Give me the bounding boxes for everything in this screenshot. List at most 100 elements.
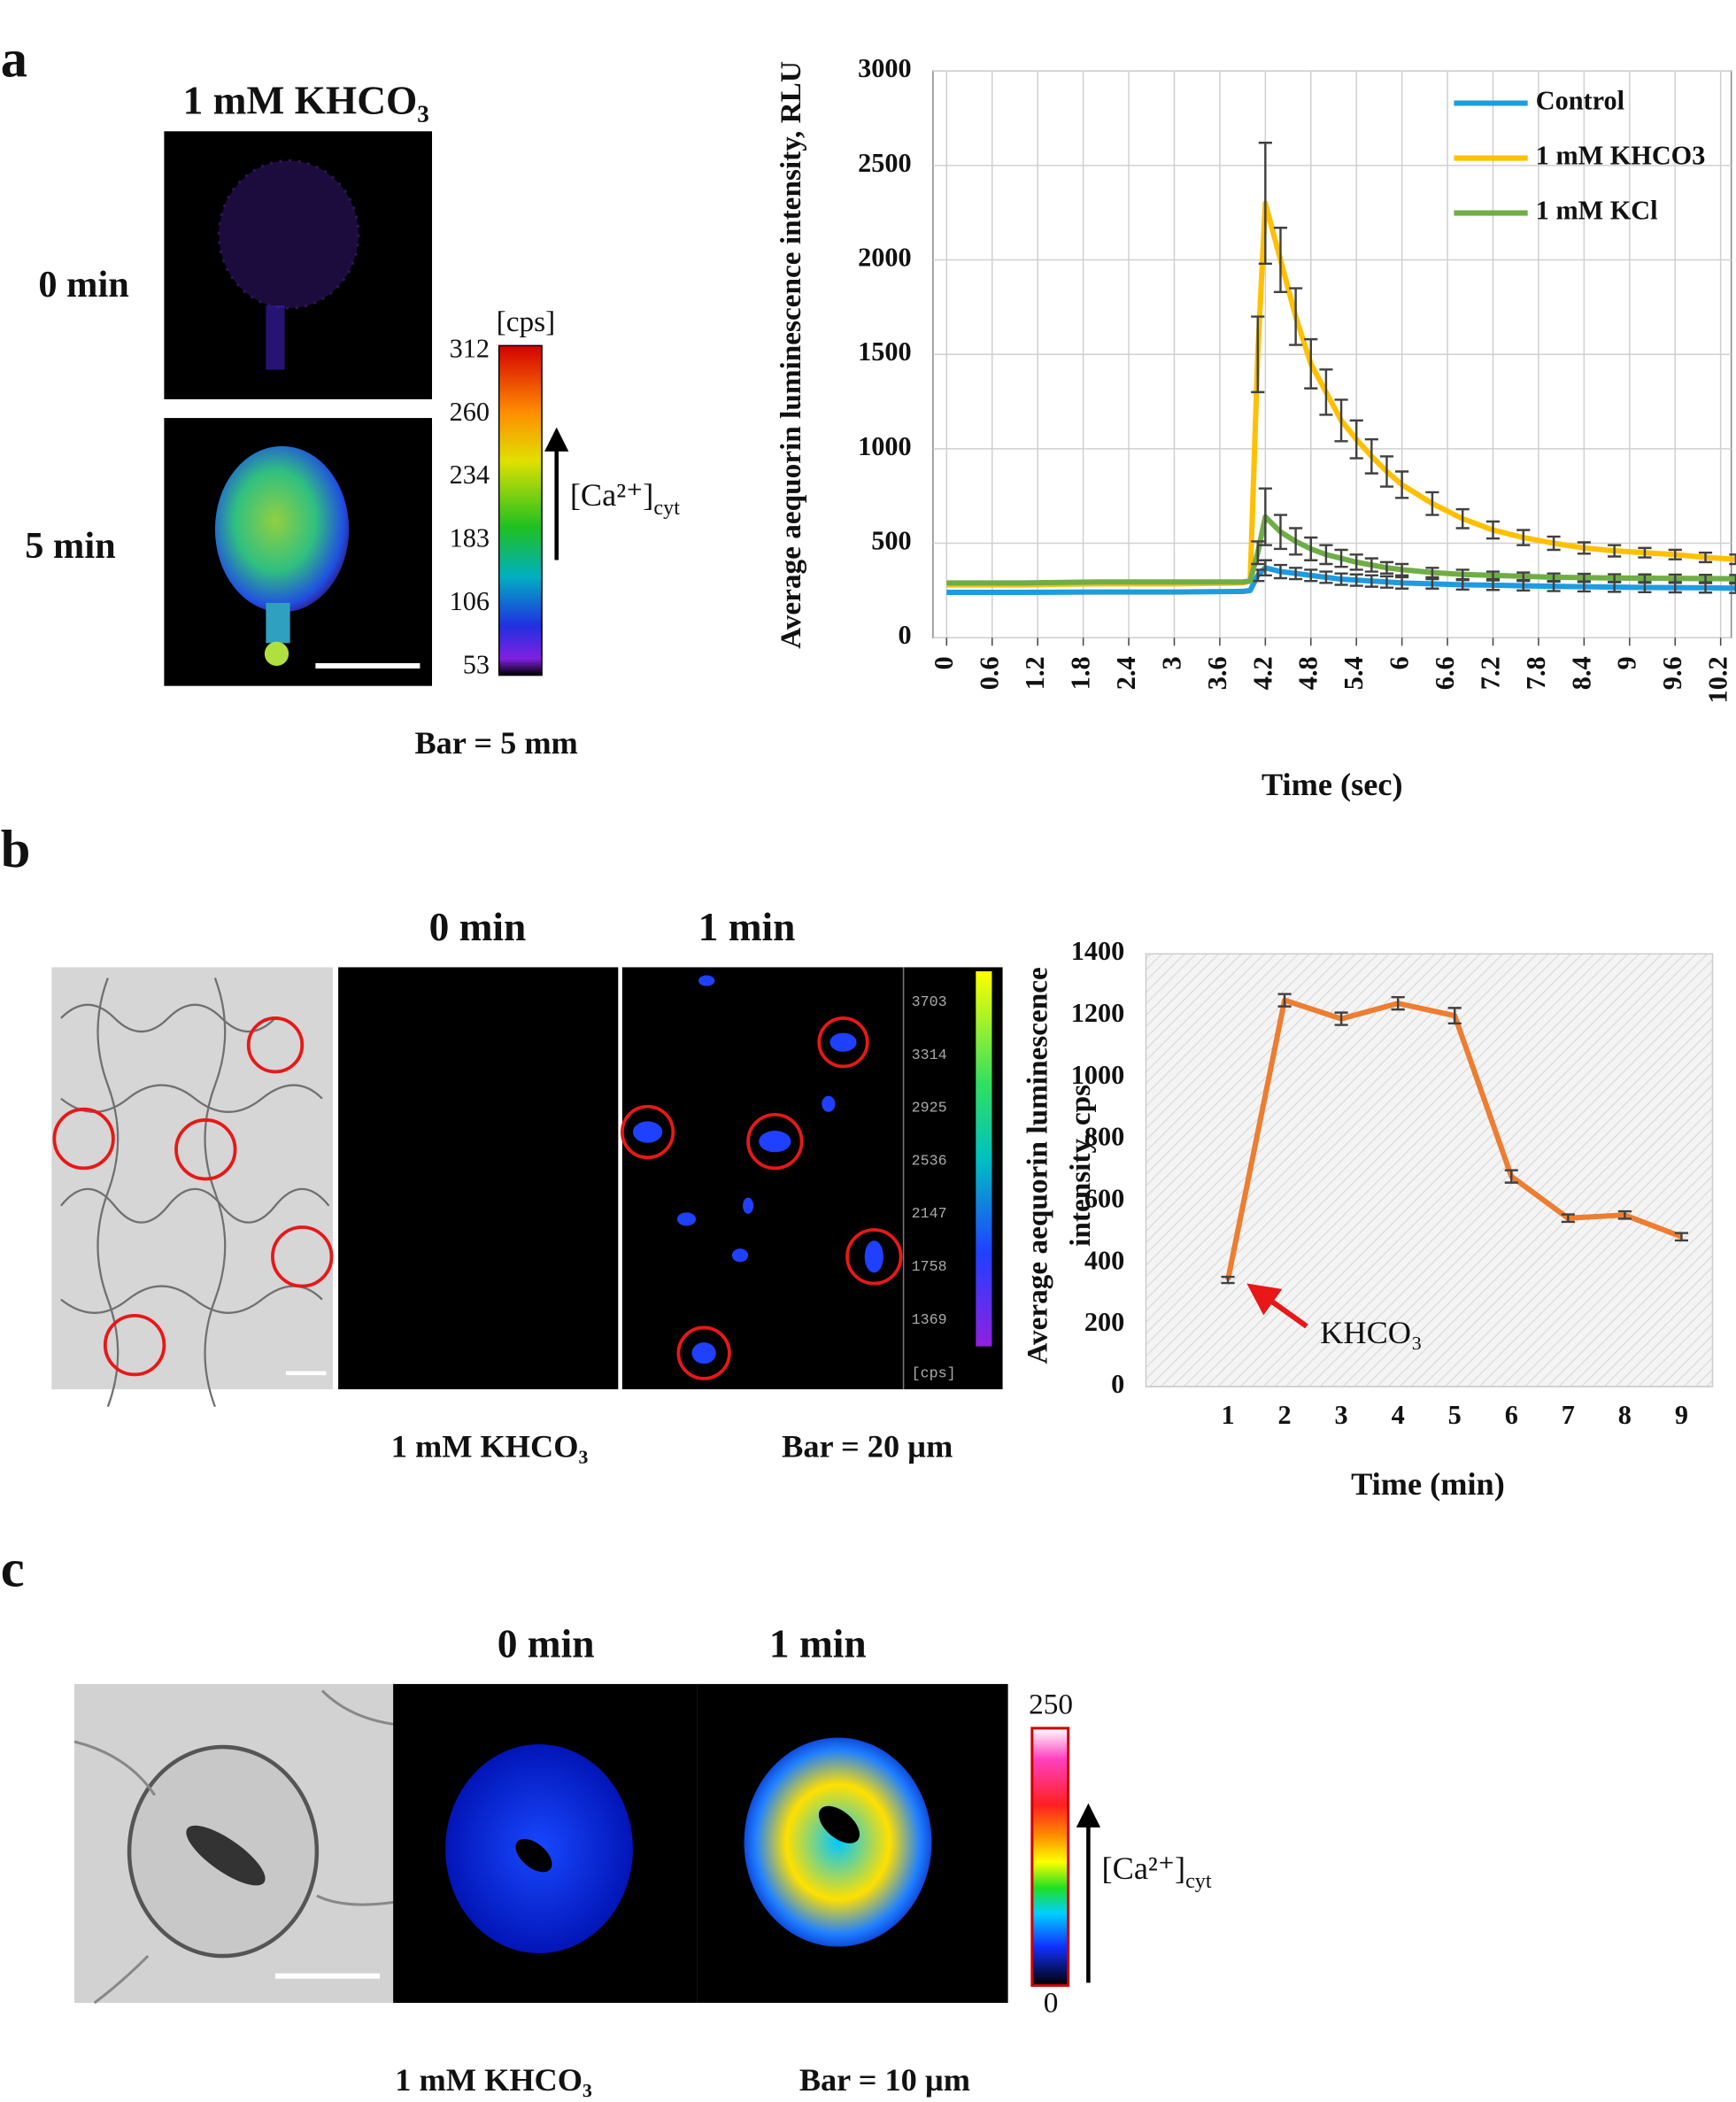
error-bar (1349, 419, 1363, 460)
colorbar-ticks: 3703 3314 2925 2536 2147 1758 1369 (912, 993, 947, 1328)
error-bar (1425, 567, 1439, 579)
error-bar (1304, 337, 1318, 390)
y-tick-label: 400 (1084, 1245, 1124, 1275)
colorbar-unit: [cps] (497, 305, 556, 338)
error-bar (1608, 544, 1622, 558)
pore (186, 1825, 266, 1886)
legend-label: 1 mM KCl (1536, 196, 1658, 226)
ca-main: [Ca²⁺] (570, 477, 654, 513)
colorbar-ticks: 312 260 234 183 106 53 (450, 333, 490, 679)
error-bar (1504, 1169, 1518, 1184)
colorbar-tick: 1758 (912, 1258, 947, 1275)
colorbar-tick: 2925 (912, 1100, 947, 1117)
error-bar (1334, 398, 1348, 443)
error-bar (1485, 570, 1501, 581)
error-bar (1334, 1011, 1348, 1026)
ca-sub: cyt (1185, 1868, 1212, 1892)
x-tick-label: 1 (1221, 1400, 1234, 1430)
column-label: 1 min (769, 1621, 867, 1665)
error-bar (1258, 559, 1272, 577)
colorbar-tick: 260 (450, 397, 490, 427)
x-tick-label: 8.4 (1566, 656, 1596, 690)
petiole-faint (266, 305, 285, 370)
error-bar (1277, 993, 1292, 1008)
error-bar (1561, 1213, 1575, 1224)
error-bar (1455, 507, 1470, 529)
y-tick-label: 3000 (858, 53, 912, 83)
row-label: 0 min (38, 264, 128, 305)
y-tick-label: 0 (899, 620, 912, 650)
error-bar (1289, 287, 1303, 346)
series-line (946, 514, 1736, 586)
x-axis-label: Time (sec) (1261, 767, 1403, 802)
column-label: 0 min (498, 1621, 595, 1665)
error-bar (1289, 567, 1303, 581)
treatment-label: 1 mM KHCO₃ (395, 2062, 592, 2098)
brightfield (51, 967, 334, 1390)
panel-label: b (1, 820, 31, 879)
error-bar (1608, 573, 1622, 583)
error-bar (1251, 540, 1265, 566)
error-bar (1304, 568, 1318, 583)
scale-label: Bar = 20 µm (782, 1428, 953, 1464)
error-bar (1273, 227, 1288, 294)
petiole-glow (266, 602, 290, 644)
x-tick-label: 1.8 (1066, 656, 1096, 690)
x-tick-label: 6 (1385, 656, 1415, 669)
annotation-arrow (1246, 1283, 1308, 1329)
image-title: 1 mM KHCO₃ (183, 78, 429, 122)
y-axis-label: Average aequorin luminescence intensity,… (775, 61, 807, 649)
error-bar (1273, 563, 1288, 580)
colorbar-tick: 53 (463, 649, 490, 679)
error-bar (1577, 541, 1591, 555)
error-bar (1674, 1232, 1688, 1242)
error-bar (1485, 579, 1501, 591)
stomata-glow (632, 975, 883, 1364)
error-bar (1391, 995, 1405, 1011)
x-tick-label: 0.6 (975, 656, 1005, 690)
x-tick-label: 4.2 (1247, 656, 1277, 690)
stomata-circles (620, 1016, 903, 1380)
error-bar (1516, 529, 1531, 546)
column-label: 1 min (698, 905, 796, 949)
colorbar-unit: [cps] (912, 1364, 956, 1381)
colorbar-tick: 3314 (912, 1047, 947, 1063)
treatment-label: 1 mM KHCO₃ (391, 1428, 589, 1464)
error-bar (1289, 527, 1303, 556)
petiole-tip (264, 641, 289, 666)
colorbar-tick: 183 (450, 523, 490, 553)
error-bar (1395, 470, 1409, 499)
colorbar-tick: 312 (450, 333, 490, 363)
error-bar (1617, 1209, 1632, 1220)
cell-walls (73, 1689, 394, 2005)
error-bar (1547, 572, 1561, 583)
series-line (946, 565, 1736, 596)
error-bar (1638, 573, 1652, 583)
scale-label: Bar = 10 µm (799, 2062, 970, 2098)
error-bar (1349, 553, 1363, 571)
error-bar (1698, 573, 1713, 583)
colorbar-tick: 2536 (912, 1152, 947, 1169)
x-tick-label: 7 (1562, 1400, 1575, 1430)
error-bar (1364, 557, 1378, 573)
error-bar (1319, 570, 1333, 584)
error-bar (1258, 487, 1272, 546)
error-bar (1334, 548, 1348, 568)
error-bar (1668, 573, 1682, 583)
error-bar (1395, 562, 1409, 577)
x-tick-label: 7.2 (1475, 656, 1505, 690)
error-bar (1547, 535, 1561, 552)
cell-walls (59, 978, 330, 1408)
x-tick-label: 5 (1448, 1400, 1462, 1430)
error-bar (1364, 437, 1378, 475)
x-tick-label: 9 (1612, 656, 1642, 669)
error-bar (1319, 544, 1333, 566)
error-bar (1425, 577, 1439, 590)
ca-main: [Ca²⁺] (1102, 1851, 1186, 1886)
y-tick-label: 2500 (858, 148, 912, 178)
x-tick-label: 9 (1675, 1400, 1688, 1430)
x-axis-label: Time (min) (1351, 1466, 1505, 1502)
x-tick-label: 0 (929, 656, 959, 669)
x-tick-label: 8 (1618, 1400, 1632, 1430)
colorbar-tick: 2147 (912, 1205, 947, 1222)
